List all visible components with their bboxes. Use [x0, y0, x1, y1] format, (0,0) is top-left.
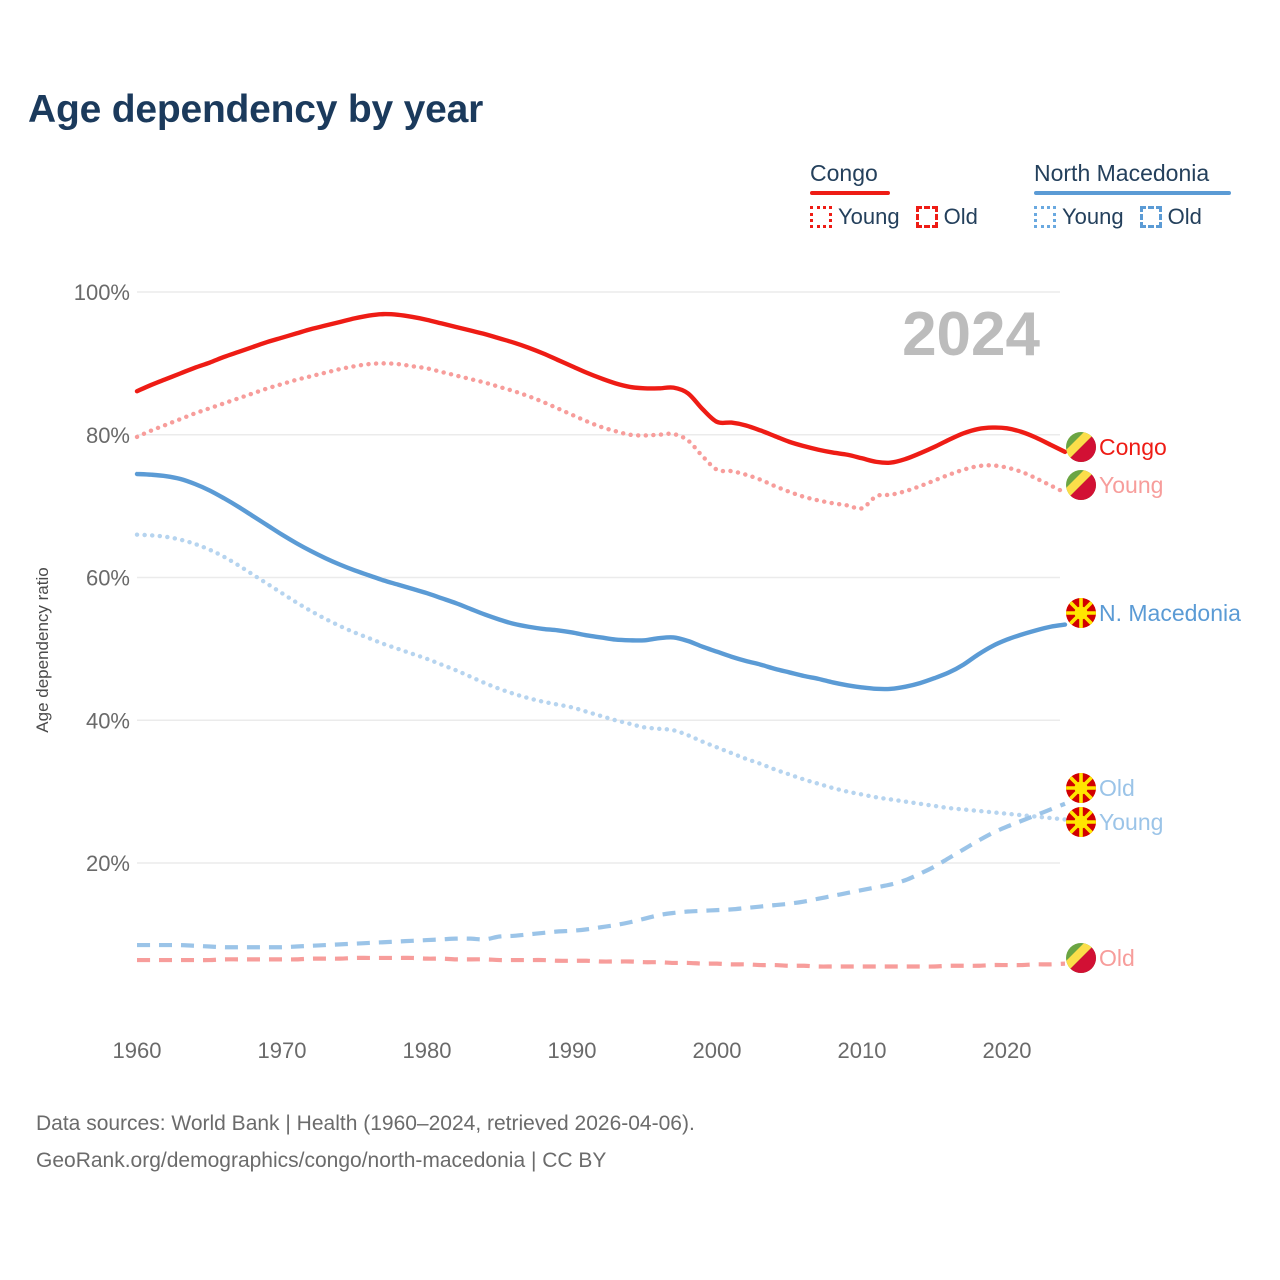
- end-label[interactable]: Congo: [1066, 432, 1167, 462]
- end-label[interactable]: Young: [1066, 470, 1163, 500]
- x-tick-label: 2020: [983, 1038, 1032, 1063]
- swatch-dotted-icon: [1034, 206, 1056, 228]
- x-tick-label: 1990: [548, 1038, 597, 1063]
- swatch-dashed-icon: [915, 206, 938, 228]
- y-axis-tick-labels: 20% 40% 60% 80% 100%: [74, 280, 130, 876]
- legend-group-congo: Congo Young Old: [810, 160, 1010, 230]
- legend-label: Young: [838, 204, 900, 229]
- end-label[interactable]: N. Macedonia: [1065, 597, 1241, 629]
- legend-label: Young: [1062, 204, 1124, 229]
- congo-flag-icon: [1066, 943, 1096, 973]
- legend-item-nmk-old[interactable]: Old: [1139, 204, 1202, 230]
- north-macedonia-flag-icon: [1066, 773, 1096, 803]
- legend-items-congo: Young Old: [810, 204, 1010, 230]
- swatch-dashed-icon: [1139, 206, 1162, 228]
- legend-country-north-macedonia[interactable]: North Macedonia: [1034, 160, 1210, 186]
- gridlines: [137, 291, 1060, 864]
- y-tick-label: 100%: [74, 280, 130, 305]
- north-macedonia-flag-icon: [1066, 807, 1096, 837]
- footer-data-sources: Data sources: World Bank | Health (1960–…: [36, 1112, 695, 1135]
- end-label-text: Young: [1099, 472, 1163, 498]
- y-axis-title: Age dependency ratio: [33, 567, 52, 732]
- series-line: [136, 801, 1066, 950]
- legend-label: Old: [1167, 204, 1202, 229]
- legend-country-congo[interactable]: Congo: [810, 160, 878, 186]
- x-tick-label: 1960: [113, 1038, 162, 1063]
- legend-item-nmk-young[interactable]: Young: [1034, 204, 1124, 230]
- legend-items-north-macedonia: Young Old: [1034, 204, 1239, 230]
- series-line: [137, 955, 1066, 969]
- end-label[interactable]: Old: [1066, 943, 1135, 973]
- footer: Data sources: World Bank | Health (1960–…: [36, 1105, 695, 1179]
- legend-rule-congo: [810, 191, 890, 195]
- end-labels: Congo Young N. Macedonia Old Young Old: [1065, 432, 1241, 973]
- end-label[interactable]: Old: [1065, 772, 1135, 804]
- x-axis-tick-labels: 1960 1970 1980 1990 2000 2010 2020: [113, 1038, 1032, 1063]
- legend-item-congo-young[interactable]: Young: [810, 204, 900, 230]
- swatch-dotted-icon: [810, 206, 832, 228]
- y-tick-label: 40%: [86, 708, 130, 733]
- page-title: Age dependency by year: [28, 88, 484, 131]
- series-line: [134, 311, 1068, 465]
- end-label[interactable]: Young: [1065, 806, 1163, 838]
- legend-group-north-macedonia: North Macedonia Young Old: [1034, 160, 1239, 230]
- x-tick-label: 1980: [403, 1038, 452, 1063]
- end-label-text: N. Macedonia: [1099, 600, 1241, 626]
- x-tick-label: 1970: [258, 1038, 307, 1063]
- legend-label: Old: [943, 204, 978, 229]
- series-line: [134, 471, 1068, 692]
- series-line: [134, 532, 1068, 822]
- end-label-text: Old: [1099, 775, 1135, 801]
- series-line: [134, 361, 1068, 511]
- footer-attribution: GeoRank.org/demographics/congo/north-mac…: [36, 1149, 607, 1172]
- legend-item-congo-old[interactable]: Old: [915, 204, 978, 230]
- x-tick-label: 2000: [693, 1038, 742, 1063]
- series-lines: [134, 311, 1068, 969]
- y-tick-label: 60%: [86, 566, 130, 591]
- year-watermark: 2024: [902, 300, 1040, 369]
- y-tick-label: 80%: [86, 423, 130, 448]
- congo-flag-icon: [1066, 470, 1096, 500]
- x-tick-label: 2010: [838, 1038, 887, 1063]
- legend: Congo Young Old North Macedonia Young Old: [810, 160, 1260, 230]
- north-macedonia-flag-icon: [1066, 598, 1096, 628]
- legend-rule-north-macedonia: [1034, 191, 1231, 195]
- end-label-text: Congo: [1099, 434, 1167, 460]
- end-label-text: Old: [1099, 945, 1135, 971]
- end-label-text: Young: [1099, 809, 1163, 835]
- y-tick-label: 20%: [86, 851, 130, 876]
- congo-flag-icon: [1066, 432, 1096, 462]
